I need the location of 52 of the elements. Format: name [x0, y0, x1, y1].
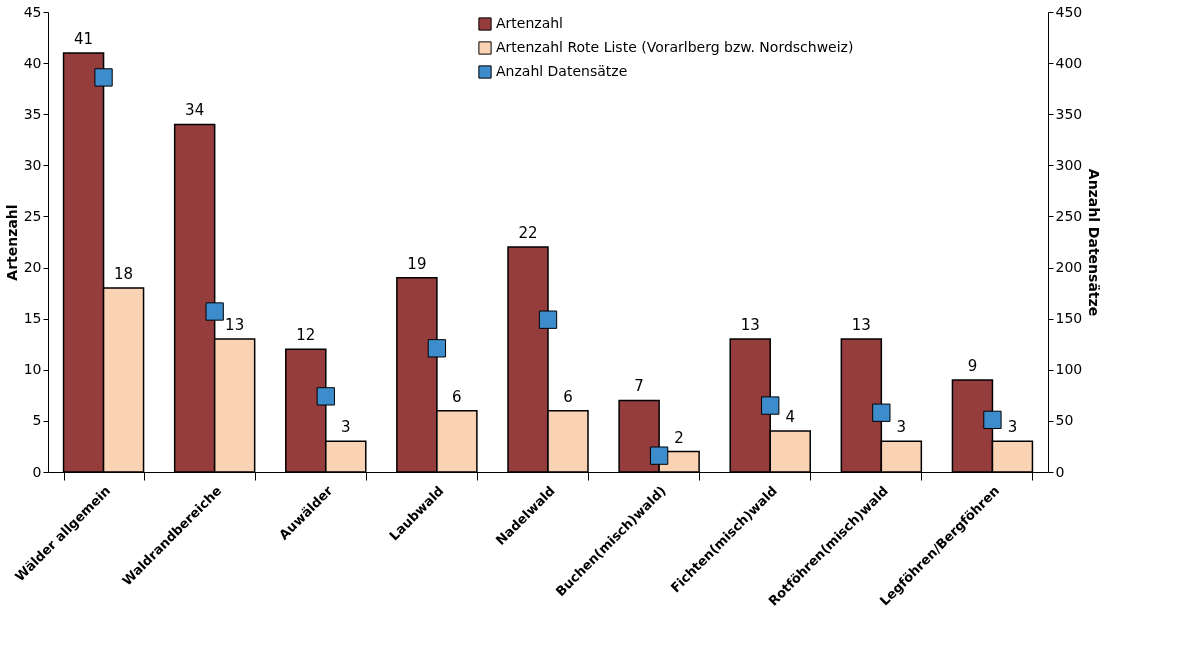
y2-tick-label: 450 [1055, 3, 1083, 20]
data-label: 7 [634, 377, 644, 396]
y-tick-label: 20 [23, 259, 42, 276]
point [94, 68, 113, 87]
point [983, 410, 1002, 430]
y2-tick-label: 250 [1055, 207, 1083, 224]
data-label: 3 [1007, 418, 1018, 437]
y-tick-label: 35 [23, 105, 42, 122]
y2-tick-label: 0 [1055, 463, 1065, 480]
point [872, 403, 891, 422]
y-tick-label: 25 [23, 207, 42, 224]
data-label: 13 [225, 316, 245, 335]
data-label: 9 [967, 357, 978, 375]
point [649, 446, 669, 465]
legend-label: Artenzahl Rote Liste (Vorarlberg bzw. Nordschweiz) [496, 39, 854, 55]
data-label: 12 [296, 326, 316, 345]
data-label: 3 [896, 418, 907, 437]
data-label: 6 [563, 387, 573, 406]
data-label: 4 [785, 408, 795, 427]
data-label: 2 [674, 428, 684, 447]
y-tick-label: 5 [32, 412, 42, 429]
point [316, 387, 335, 406]
point [538, 310, 558, 329]
data-label: 13 [740, 316, 760, 335]
legend-label: Artenzahl [496, 15, 563, 31]
y-axis-title: Artenzahl [3, 204, 20, 281]
y-tick-label: 30 [23, 156, 42, 173]
data-label: 3 [341, 418, 351, 437]
data-label: 6 [452, 387, 462, 406]
point [761, 396, 780, 415]
y2-tick-label: 300 [1055, 156, 1083, 173]
y-tick-label: 10 [23, 361, 42, 378]
y2-tick-label: 400 [1055, 54, 1083, 71]
y2-tick-label: 350 [1055, 105, 1083, 122]
data-label: 13 [851, 316, 871, 335]
y2-tick-label: 50 [1055, 412, 1074, 429]
data-label: 34 [185, 101, 205, 120]
data-label: 19 [407, 254, 427, 273]
y-tick-label: 40 [23, 54, 42, 71]
data-label: 22 [518, 224, 538, 243]
y-tick-label: 45 [23, 3, 42, 20]
y-tick-label: 15 [23, 310, 42, 327]
legend-label: Anzahl Datensätze [496, 63, 628, 79]
data-label: 18 [114, 265, 134, 283]
point [205, 302, 224, 321]
point [427, 339, 447, 358]
y2-tick-label: 150 [1055, 310, 1083, 327]
data-label: 41 [74, 29, 94, 48]
y-tick-label: 0 [32, 463, 42, 480]
y2-tick-label: 200 [1055, 259, 1083, 276]
y2-axis-title: Anzahl Datensätze [1086, 168, 1103, 317]
y2-tick-label: 100 [1055, 361, 1083, 378]
